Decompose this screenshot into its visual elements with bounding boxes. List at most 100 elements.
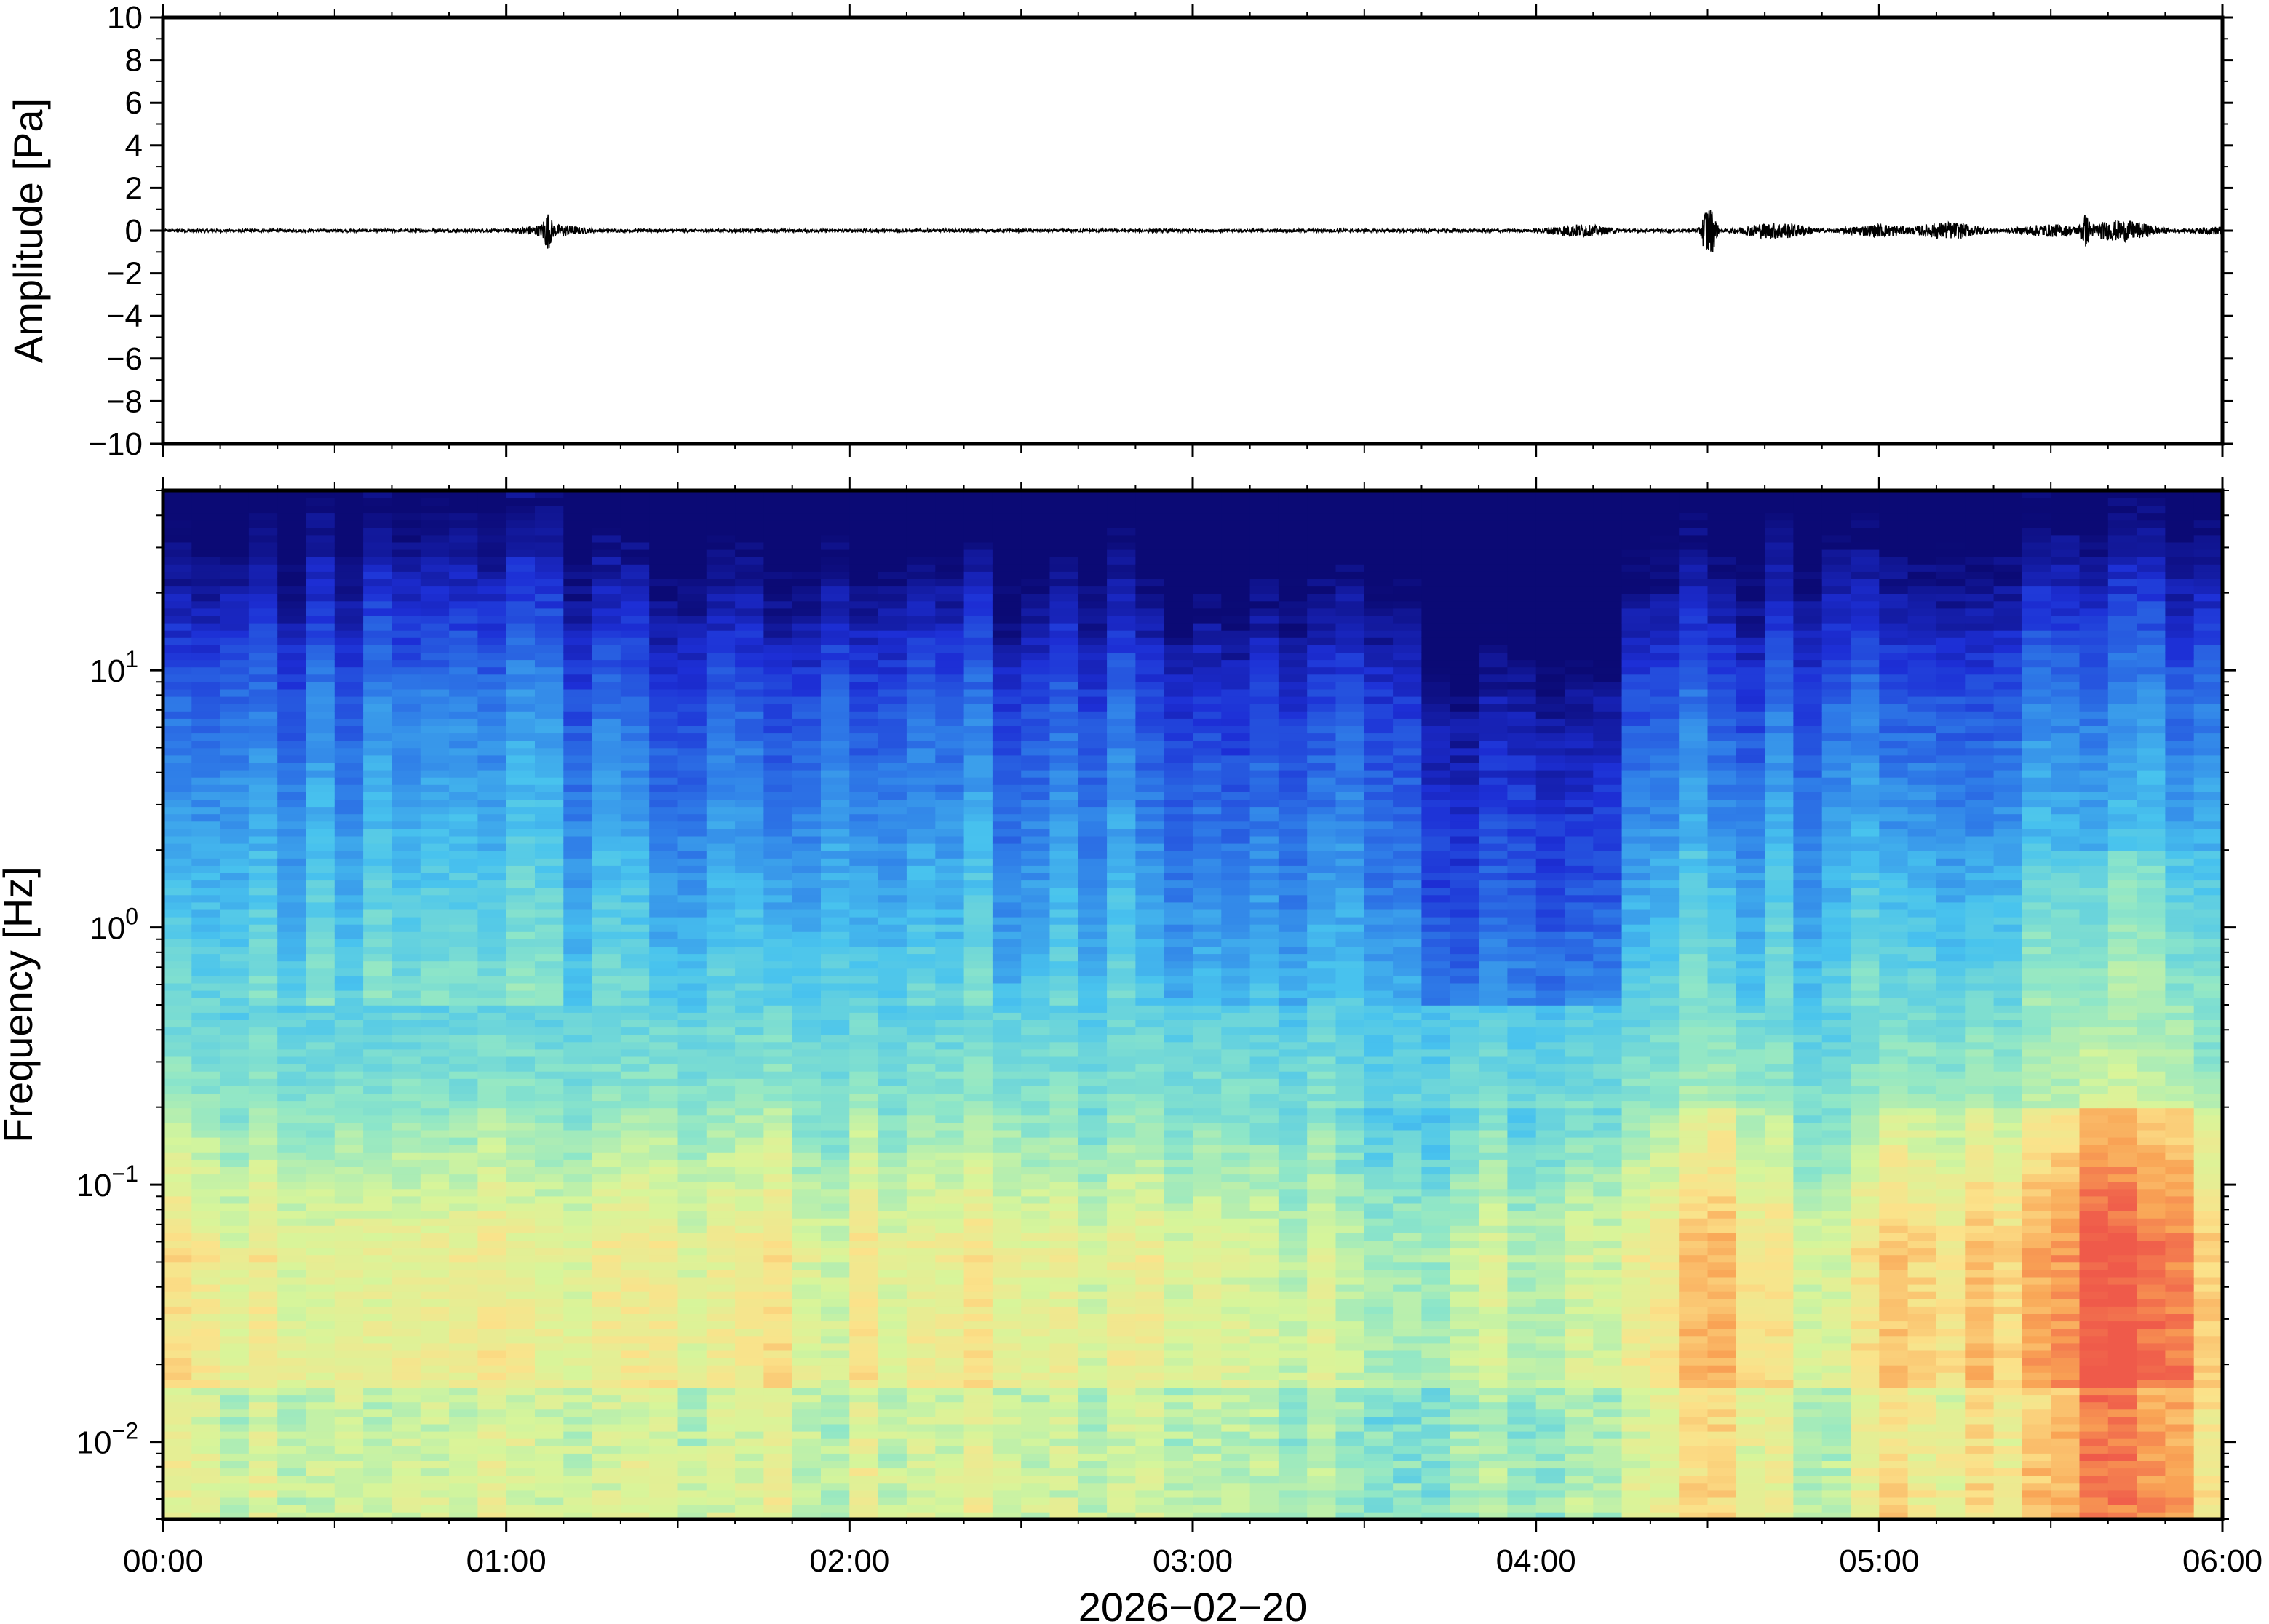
spectrogram-cell [792,997,822,1006]
spectrogram-cell [992,1504,1022,1513]
spectrogram-cell [649,887,679,896]
spectrogram-cell [535,600,565,609]
spectrogram-cell [649,666,679,675]
spectrogram-cell [1078,527,1108,536]
spectrogram-cell [935,1430,965,1439]
spectrogram-cell [849,828,879,837]
spectrogram-cell [506,674,536,682]
spectrogram-cell [1107,1438,1137,1446]
spectrogram-cell [1078,931,1108,939]
spectrogram-cell [563,894,593,903]
spectrogram-cell [334,1093,364,1102]
spectrogram-cell [1049,1048,1079,1057]
spectrogram-cell [506,1144,536,1153]
spectrogram-cell [735,747,765,756]
spectrogram-cell [592,1144,621,1153]
spectrogram-cell [449,549,479,557]
spectrogram-cell [334,755,364,763]
spectrogram-cell [620,1313,650,1322]
spectrogram-cell [392,982,421,991]
spectrogram-cell [992,1460,1022,1469]
spectrogram-cell [706,939,736,947]
spectrogram-cell [963,740,993,749]
spectrogram-cell [420,1321,450,1329]
spectrogram-cell [220,1482,250,1491]
spectrogram-cell [277,615,307,624]
spectrogram-cell [963,1152,993,1160]
spectrogram-cell [449,674,479,682]
spectrogram-cell [763,505,793,514]
spectrogram-cell [535,997,565,1006]
spectrogram-cell [220,586,250,594]
spectrogram-cell [220,813,250,822]
spectrogram-cell [849,1195,879,1204]
spectrogram-cell [248,718,278,726]
spectrogram-cell [477,1166,507,1175]
spectrogram-cell [763,512,793,521]
spectrogram-cell [449,835,479,844]
spectrogram-cell [935,887,965,896]
spectrogram-cell [420,1144,450,1153]
spectrogram-cell [220,1005,250,1013]
spectrogram-cell [620,968,650,976]
spectrogram-cell [1107,600,1137,609]
spectrogram-cell [1107,997,1137,1006]
spectrogram-cell [306,769,335,778]
spectrogram-cell [506,733,536,741]
spectrogram-cell [506,1489,536,1498]
spectrogram-cell [992,806,1022,815]
spectrogram-cell [334,718,364,726]
spectrogram-cell [449,953,479,962]
spectrogram-cell [163,733,193,741]
spectrogram-cell [392,1364,421,1373]
spectrogram-cell [248,916,278,925]
spectrogram-cell [248,615,278,624]
spectrogram-cell [1078,629,1108,638]
spectrogram-cell [649,1482,679,1491]
spectrogram-cell [992,1070,1022,1079]
spectrogram-cell [592,681,621,690]
spectrogram-cell [248,725,278,734]
spectrogram-cell [477,887,507,896]
spectrogram-cell [191,1100,221,1109]
spectrogram-cell [935,520,965,528]
spectrogram-cell [1107,1137,1137,1145]
spectrogram-cell [306,1276,335,1285]
spectrogram-cell [1049,872,1079,881]
spectrogram-cell [1049,1489,1079,1498]
spectrogram-cell [191,1475,221,1484]
spectrogram-cell [220,887,250,896]
spectrogram-cell [449,755,479,763]
spectrogram-cell [1049,923,1079,932]
spectrogram-cell [334,733,364,741]
spectrogram-cell [1049,909,1079,918]
spectrogram-cell [763,776,793,785]
spectrogram-cell [306,696,335,704]
spectrogram-cell [706,1401,736,1410]
spectrogram-cell [935,1063,965,1072]
spectrogram-cell [163,953,193,962]
spectrogram-cell [477,1306,507,1314]
spectrogram-cell [220,916,250,925]
spectrogram-cell [963,990,993,998]
spectrogram-cell [735,1195,765,1204]
spectrogram-cell [1021,733,1051,741]
spectrogram-cell [1049,1159,1079,1167]
spectrogram-cell [1049,564,1079,572]
spectrogram-cell [1049,1086,1079,1094]
spectrogram-cell [477,813,507,822]
spectrogram-cell [821,997,851,1006]
spectrogram-cell [1107,1093,1137,1102]
spectrogram-cell [992,960,1022,969]
spectrogram-cell [878,556,907,565]
spectrogram-cell [1107,939,1137,947]
spectrogram-cell [735,792,765,800]
spectrogram-cell [792,652,822,661]
spectrogram-cell [878,1093,907,1102]
spectrogram-cell [1021,1027,1051,1035]
spectrogram-cell [963,931,993,939]
spectrogram-cell [191,629,221,638]
spectrogram-cell [506,1188,536,1197]
spectrogram-cell [506,534,536,543]
spectrogram-cell [677,556,707,565]
